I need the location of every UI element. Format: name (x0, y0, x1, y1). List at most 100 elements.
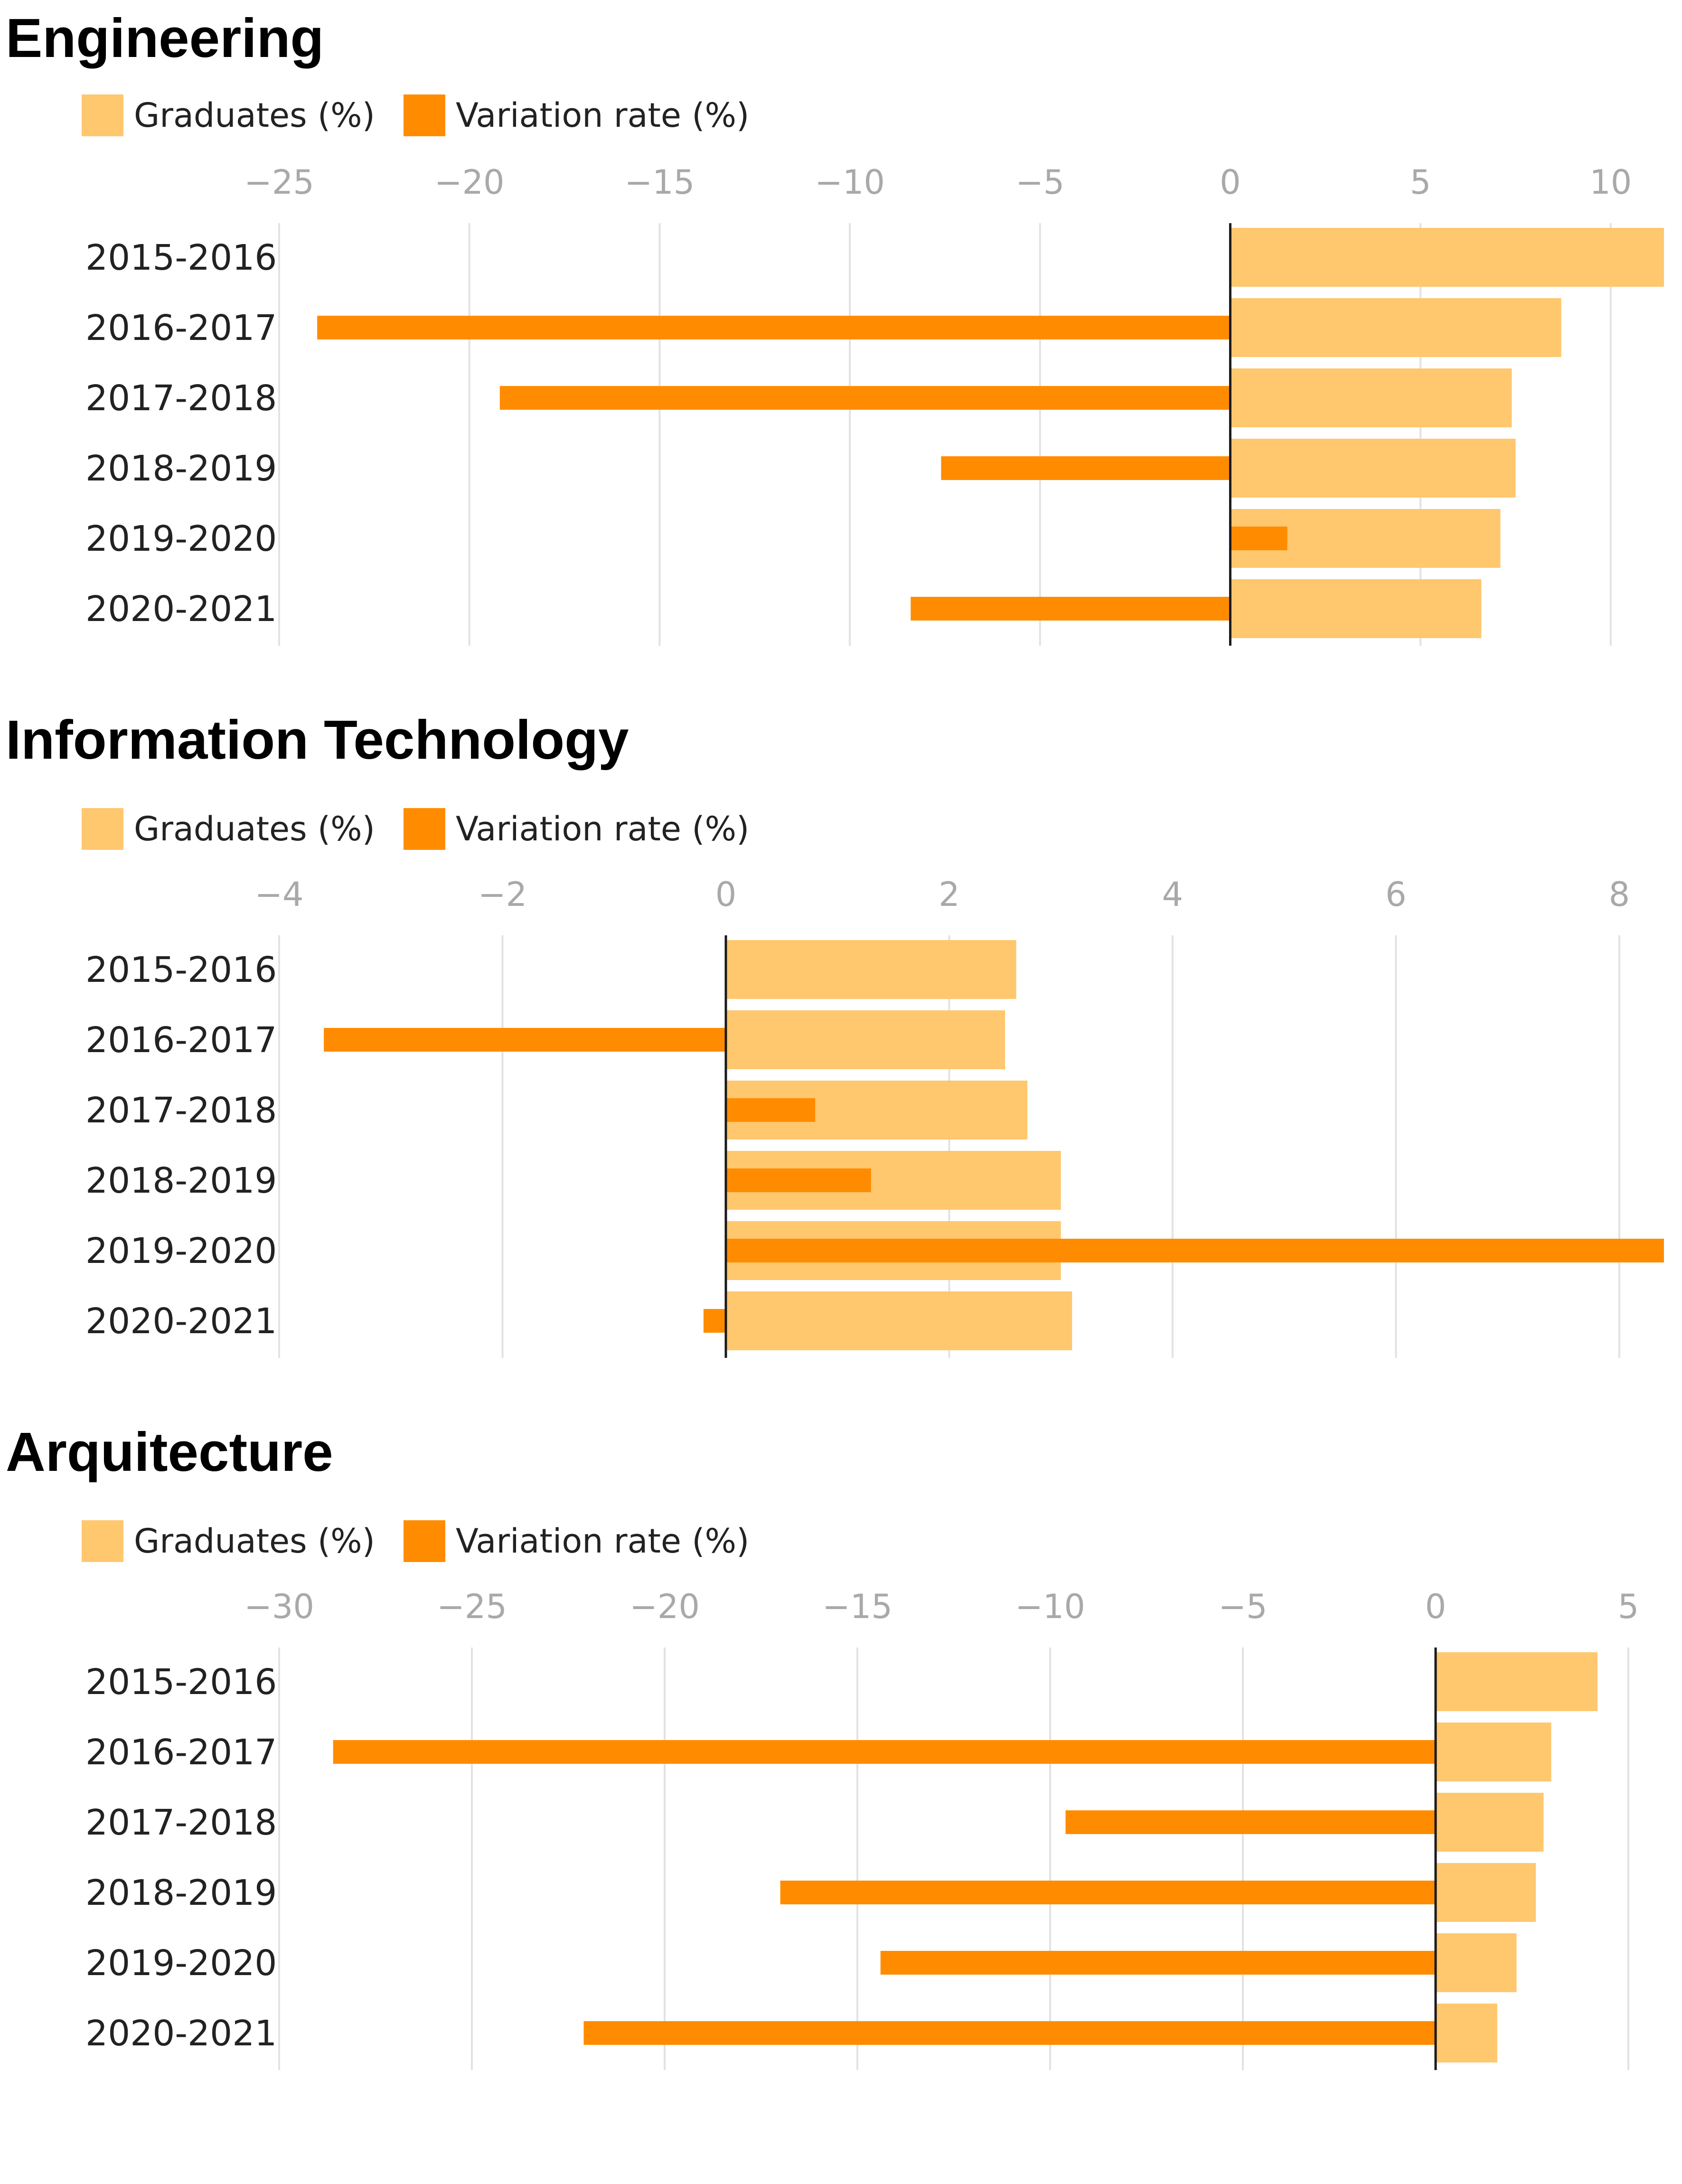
x-tick-label: −15 (625, 166, 695, 202)
bar-variation (941, 456, 1231, 480)
x-tick-label: 5 (1410, 166, 1431, 202)
bar-graduates (1436, 2004, 1497, 2062)
bar-variation (780, 1881, 1436, 1904)
x-tick-label: −10 (815, 166, 885, 202)
x-tick-label: −25 (244, 166, 314, 202)
category-label: 2019-2020 (85, 1231, 277, 1271)
x-tick-label: −4 (254, 878, 303, 914)
legend-swatch-variation (403, 1520, 445, 1562)
category-label: 2019-2020 (85, 1943, 277, 1984)
bar-graduates (725, 1010, 1005, 1069)
category-label: 2017-2018 (85, 1090, 277, 1131)
x-tick-label: −25 (437, 1591, 507, 1626)
legend-label-variation: Variation rate (%) (455, 1522, 750, 1561)
bar-graduates (1436, 1793, 1544, 1852)
bar-variation (324, 1028, 726, 1052)
chart-panel-engineering: Engineering Graduates (%) Variation rate… (0, 0, 1682, 703)
x-tick-label: −5 (1015, 166, 1064, 202)
category-label: 2018-2019 (85, 1160, 277, 1201)
bar-variation (880, 1951, 1436, 1975)
bar-variation (583, 2021, 1436, 2045)
x-tick-label: 0 (715, 878, 737, 914)
bar-graduates (1436, 1933, 1517, 1992)
category-label: 2017-2018 (85, 1802, 277, 1843)
bar-graduates (1436, 1652, 1598, 1711)
bar-graduates (1230, 439, 1516, 498)
chart-legend: Graduates (%) Variation rate (%) (82, 1520, 778, 1562)
legend-item-graduates: Graduates (%) (82, 808, 375, 850)
legend-swatch-graduates (82, 1520, 123, 1562)
x-tick-label: −5 (1218, 1591, 1267, 1626)
category-label: 2016-2017 (85, 1732, 277, 1773)
category-label: 2018-2019 (85, 448, 277, 489)
chart-legend: Graduates (%) Variation rate (%) (82, 94, 778, 136)
x-tick-label: 8 (1609, 878, 1630, 914)
bar-graduates (1230, 298, 1561, 357)
bar-variation (725, 1098, 816, 1122)
bar-variation (703, 1309, 726, 1333)
x-tick-label: 10 (1589, 166, 1632, 202)
category-label: 2020-2021 (85, 1301, 277, 1342)
legend-label-graduates: Graduates (%) (134, 96, 375, 135)
x-tick-label: 6 (1385, 878, 1407, 914)
x-tick-label: 0 (1425, 1591, 1447, 1626)
bar-graduates (1230, 228, 1664, 287)
legend-item-variation: Variation rate (%) (403, 1520, 750, 1562)
category-label: 2020-2021 (85, 589, 277, 630)
legend-item-variation: Variation rate (%) (403, 94, 750, 136)
x-tick-label: −20 (434, 166, 505, 202)
chart-title: Information Technology (6, 709, 629, 771)
x-tick-label: 2 (939, 878, 960, 914)
chart-title: Engineering (6, 7, 324, 69)
legend-item-graduates: Graduates (%) (82, 94, 375, 136)
bar-variation (725, 1239, 1664, 1262)
bar-graduates (1436, 1723, 1551, 1781)
chart-title: Arquitecture (6, 1421, 333, 1483)
x-tick-label: 5 (1618, 1591, 1639, 1626)
bar-graduates (1230, 579, 1482, 638)
bar-variation (499, 386, 1231, 410)
bar-graduates (725, 940, 1016, 999)
bar-graduates (1436, 1863, 1536, 1922)
legend-label-graduates: Graduates (%) (134, 1522, 375, 1561)
legend-swatch-variation (403, 94, 445, 136)
bar-variation (1230, 527, 1287, 550)
chart-legend: Graduates (%) Variation rate (%) (82, 808, 778, 850)
category-label: 2015-2016 (85, 950, 277, 990)
category-label: 2018-2019 (85, 1873, 277, 1913)
legend-swatch-graduates (82, 94, 123, 136)
x-tick-label: −10 (1015, 1591, 1085, 1626)
x-tick-label: 4 (1162, 878, 1184, 914)
bar-variation (1065, 1810, 1436, 1834)
bar-variation (333, 1740, 1436, 1764)
legend-item-graduates: Graduates (%) (82, 1520, 375, 1562)
x-tick-label: −15 (822, 1591, 893, 1626)
category-label: 2016-2017 (85, 1020, 277, 1061)
chart-plot: −25 −20 −15 −10 −5 0 5 10 2015-2016 2016-2017 2017… (85, 166, 1664, 646)
legend-label-variation: Variation rate (%) (455, 96, 750, 135)
legend-label-graduates: Graduates (%) (134, 810, 375, 848)
chart-plot: −30 −25 −20 −15 −10 −5 0 5 2015-2016 2016-2017 201… (85, 1591, 1639, 2070)
category-label: 2015-2016 (85, 237, 277, 278)
category-label: 2016-2017 (85, 308, 277, 348)
chart-plot: −4 −2 0 2 4 6 8 2015-2016 2016-2017 2017-2018 2018… (85, 878, 1664, 1358)
x-tick-label: 0 (1220, 166, 1241, 202)
chart-panel-arquitecture: Arquitecture Graduates (%) Variation rat… (0, 1424, 1682, 2127)
legend-swatch-variation (403, 808, 445, 850)
x-tick-label: −20 (630, 1591, 700, 1626)
legend-swatch-graduates (82, 808, 123, 850)
bar-variation (317, 316, 1231, 339)
bar-variation (725, 1168, 871, 1192)
category-label: 2017-2018 (85, 378, 277, 419)
bar-variation (911, 597, 1231, 621)
category-label: 2020-2021 (85, 2013, 277, 2054)
x-tick-label: −30 (244, 1591, 314, 1626)
bar-graduates (725, 1291, 1072, 1350)
legend-label-variation: Variation rate (%) (455, 810, 750, 848)
chart-panel-information-technology: Information Technology Graduates (%) Var… (0, 712, 1682, 1415)
category-label: 2015-2016 (85, 1662, 277, 1703)
legend-item-variation: Variation rate (%) (403, 808, 750, 850)
x-tick-label: −2 (478, 878, 527, 914)
category-label: 2019-2020 (85, 518, 277, 559)
bar-graduates (1230, 368, 1512, 427)
